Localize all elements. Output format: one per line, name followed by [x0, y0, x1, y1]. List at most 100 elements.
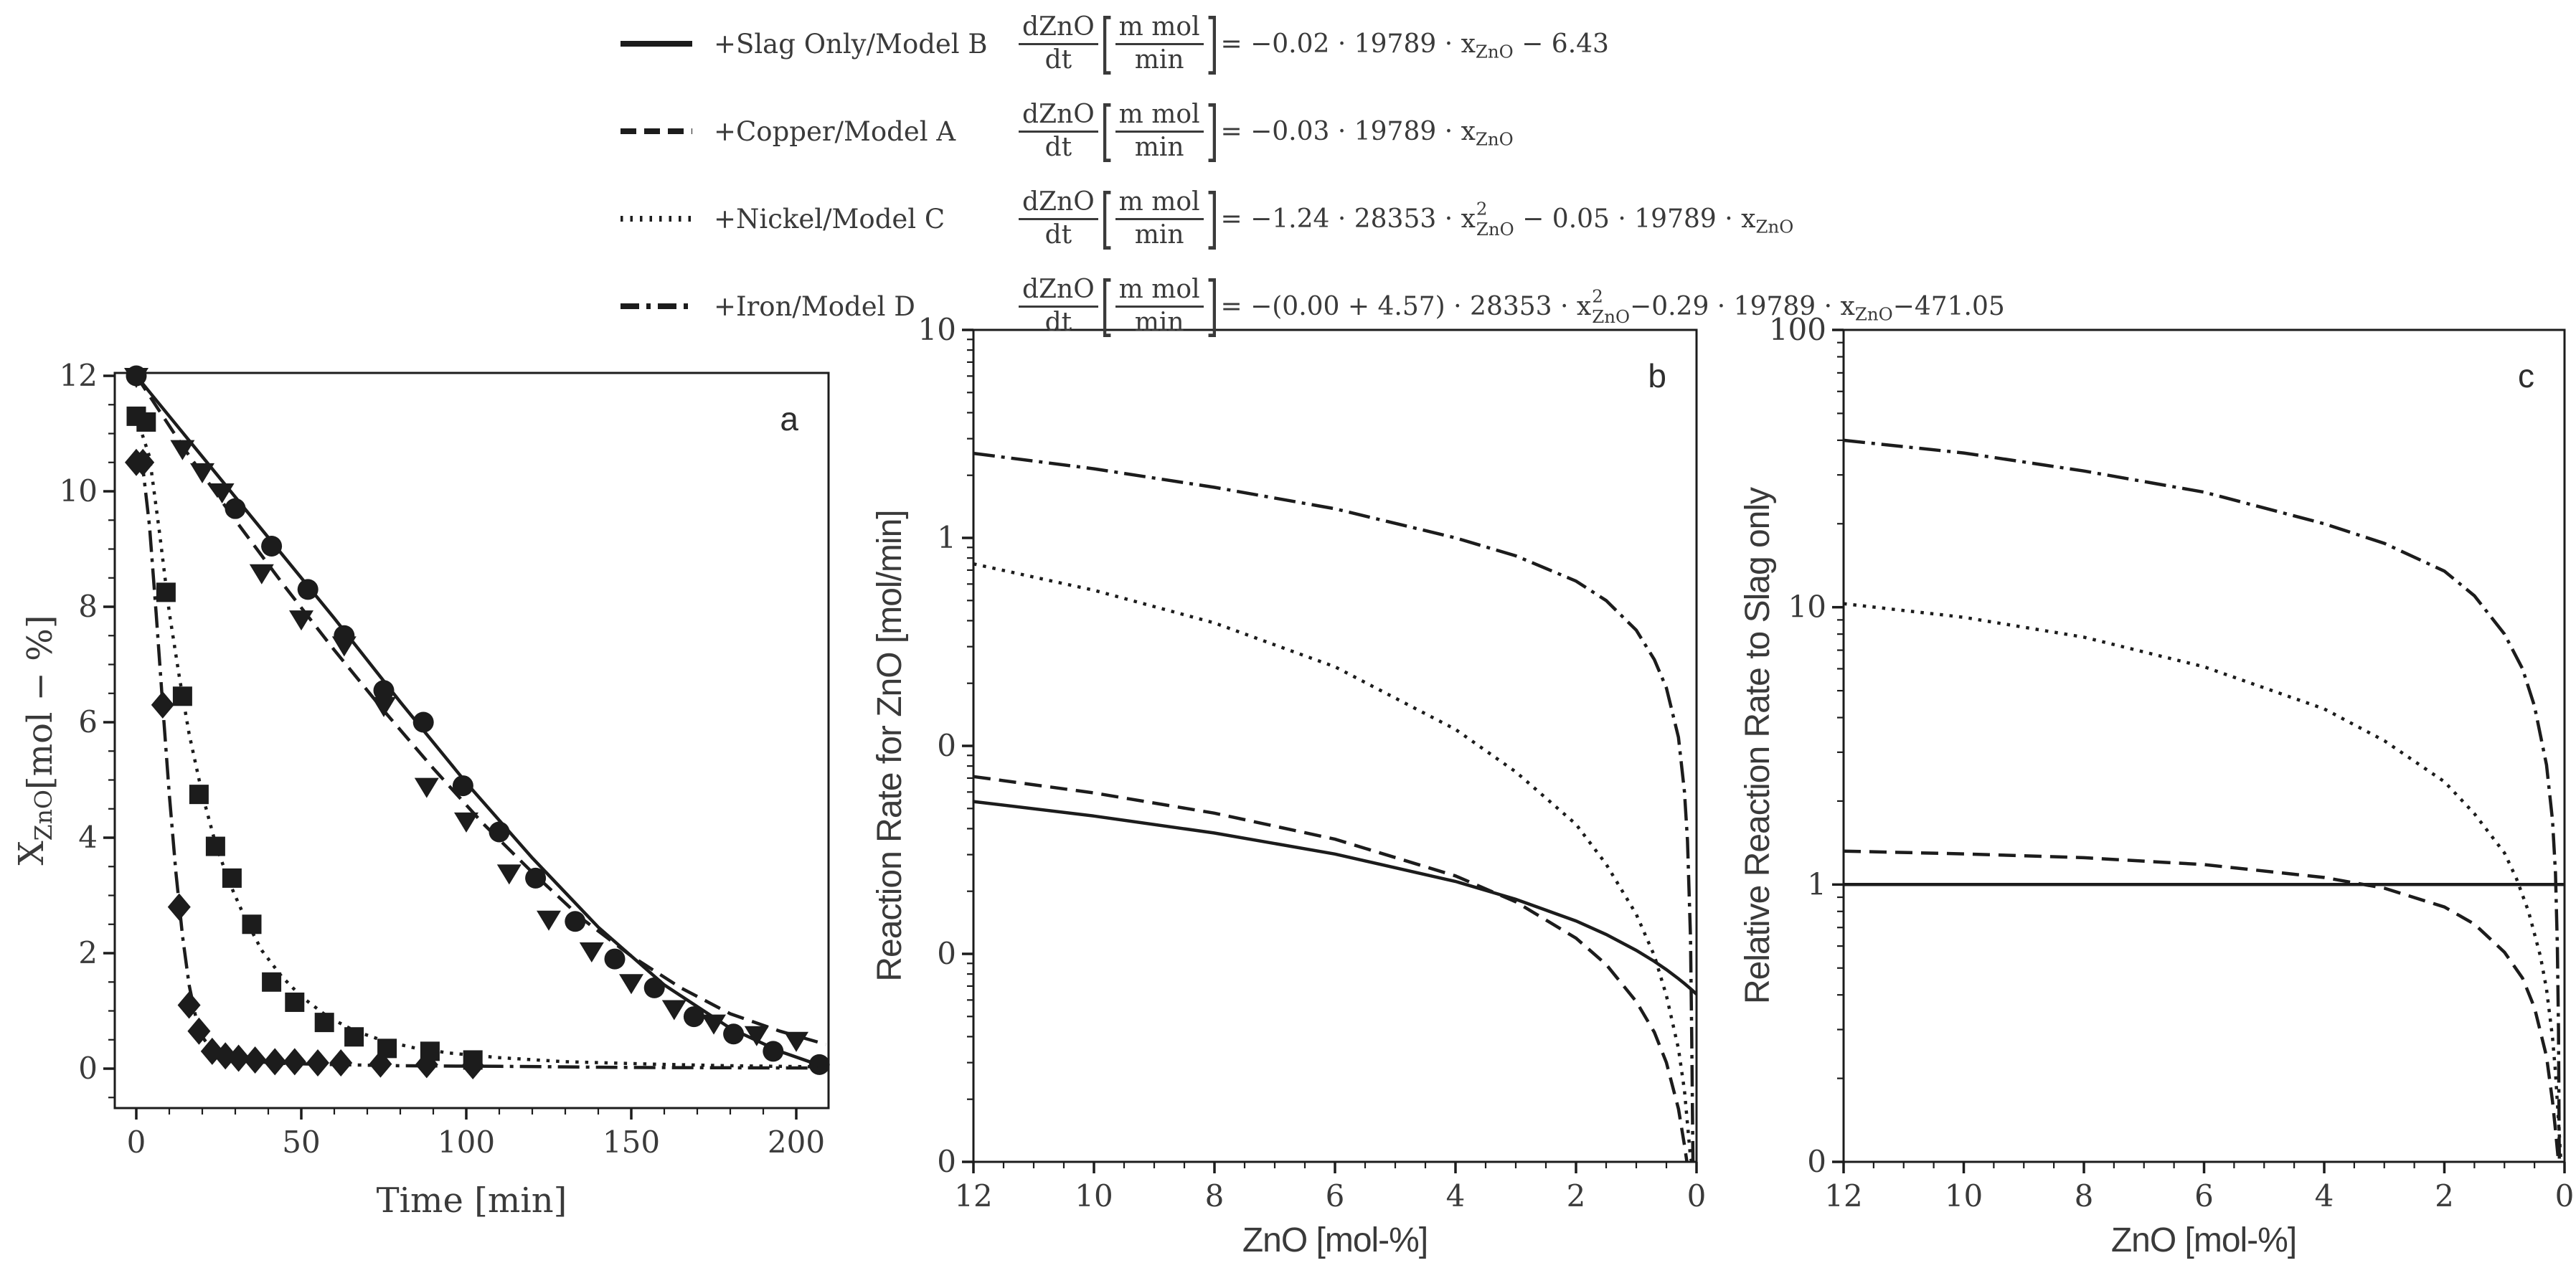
diamond-marker [243, 1046, 267, 1074]
x-tick-label: 10 [1945, 1178, 1983, 1213]
x-tick-label: 12 [1824, 1178, 1862, 1213]
diamond-marker [306, 1049, 329, 1077]
derivative-fraction: dZnO dt [1019, 275, 1098, 337]
series-curve-dashed [1843, 849, 2560, 1163]
square-marker [285, 992, 305, 1012]
x-tick-label: 50 [282, 1125, 320, 1160]
fraction-denominator: dt [1044, 132, 1072, 162]
panel-frame [1842, 328, 2566, 1163]
x-tick-label: 2 [1567, 1178, 1586, 1213]
x-tick-label: 0 [127, 1125, 146, 1160]
legend-label-iron: +Iron/Model D [714, 290, 915, 322]
square-marker [222, 868, 242, 888]
circle-marker [261, 535, 283, 557]
triangle-down-marker [784, 1031, 809, 1052]
fraction-numerator: m mol [1115, 12, 1204, 45]
y-tick-label: 0 [937, 1144, 956, 1179]
equation-subscript: ZnO [1475, 40, 1514, 62]
diamond-marker [151, 691, 174, 719]
square-marker [344, 1027, 364, 1047]
x-tick-label: 2 [2435, 1178, 2454, 1213]
y-tick-label: 0 [1807, 1144, 1826, 1179]
triangle-down-marker [288, 610, 313, 631]
y-tick-label: 1 [937, 520, 956, 555]
legend-equation-copper: dZnO dt[m mol min] = −0.03 · 19789 · x ZnO [1019, 98, 1514, 164]
x-tick-label: 8 [2075, 1178, 2094, 1213]
x-tick-label: 8 [1205, 1178, 1225, 1213]
circle-marker [489, 821, 510, 843]
diamond-marker [283, 1048, 306, 1076]
y-tick-label: 100 [1769, 312, 1826, 347]
diamond-marker [177, 991, 201, 1019]
x-axis-label-b: ZnO [mol-%] [1242, 1221, 1428, 1259]
legend-equation-slag: dZnO dt[m mol min] = −0.02 · 19789 · x ZnO −… [1019, 11, 1609, 77]
legend-item-nickel: +Nickel/Model C dZnO dt[m mol min] = −1.24 … [621, 175, 2005, 262]
y-tick-label: 10 [60, 473, 98, 508]
series-curve-dotted [1843, 602, 2563, 1163]
circle-marker [683, 1006, 704, 1028]
y-axis-label-b: Reaction Rate for ZnO [mol/min] [871, 510, 909, 981]
equation-text: = −(0.00 + 4.57) · 28353 · x [1220, 291, 1592, 321]
y-tick-label: 10 [918, 312, 956, 347]
unit-fraction: m mol min [1115, 12, 1204, 75]
series-curve-solid [135, 374, 827, 1069]
triangle-down-marker [537, 910, 562, 931]
unit-fraction: m mol min [1115, 275, 1204, 337]
fraction-denominator: dt [1044, 219, 1072, 250]
panel-a: 0 50 100 150 200 0 2 4 6 8 10 12 a Time [min] XZnO[mol… [11, 358, 830, 1221]
square-marker [242, 914, 262, 935]
fraction-numerator: m mol [1115, 100, 1204, 133]
series-curve-dotted [973, 562, 1694, 1163]
triangle-down-marker [249, 564, 274, 585]
y-tick-label: 0 [937, 936, 956, 971]
x-tick-label: 0 [1687, 1178, 1707, 1213]
panel-frame [972, 328, 1698, 1163]
legend-item-copper: +Copper/Model A dZnO dt[m mol min] = −0.03 … [621, 87, 2005, 175]
series-curve-dashdot [973, 451, 1695, 1163]
diamond-marker [369, 1050, 392, 1078]
equation-text: = −0.02 · 19789 · x [1220, 29, 1476, 59]
y-axis-label-c: Relative Reaction Rate to Slag only [1739, 487, 1777, 1004]
fraction-numerator: dZnO [1019, 187, 1098, 220]
triangle-down-marker [454, 812, 479, 833]
equation-supsub: 2 ZnO [1592, 287, 1630, 325]
equation-text: −0.29 · 19789 · x [1630, 291, 1855, 321]
diamond-marker [263, 1048, 287, 1076]
circle-marker [763, 1041, 784, 1062]
legend-item-slag: +Slag Only/Model B dZnO dt[m mol min] = −0.… [621, 0, 2005, 87]
x-tick-label: 4 [1446, 1178, 1466, 1213]
series-curve-dotted [134, 415, 826, 1069]
circle-marker [452, 775, 473, 797]
diamond-marker [329, 1049, 353, 1077]
fraction-numerator: dZnO [1019, 12, 1098, 45]
fraction-denominator: min [1134, 44, 1184, 75]
y-tick-label: 0 [937, 728, 956, 763]
triangle-down-marker [189, 463, 214, 483]
x-tick-label: 150 [603, 1125, 660, 1160]
x-tick-label: 6 [1326, 1178, 1345, 1213]
triangle-down-marker [702, 1014, 727, 1035]
x-tick-label: 200 [768, 1125, 825, 1160]
legend-equation-nickel: dZnO dt[m mol min] = −1.24 · 28353 · x 2 ZnO … [1019, 186, 1793, 252]
fraction-denominator: dt [1044, 307, 1072, 337]
y-tick-label: 0 [78, 1051, 98, 1086]
y-tick-label: 12 [60, 358, 98, 393]
circle-marker [412, 711, 434, 733]
triangle-down-marker [661, 1000, 687, 1021]
fraction-numerator: dZnO [1019, 100, 1098, 133]
fraction-denominator: min [1134, 132, 1184, 162]
series-curve-dashdot [1843, 438, 2562, 1163]
circle-marker [565, 911, 586, 932]
square-marker [189, 785, 209, 805]
fraction-numerator: dZnO [1019, 275, 1098, 308]
square-marker [156, 582, 176, 602]
fraction-denominator: min [1134, 219, 1184, 250]
legend-label-slag: +Slag Only/Model B [714, 28, 988, 60]
equation-subscript: ZnO [1475, 128, 1514, 149]
y-tick-label: 2 [78, 935, 98, 970]
unit-fraction: m mol min [1115, 187, 1204, 250]
legend-equation-iron: dZnO dt[m mol min] = −(0.00 + 4.57) · 28353… [1019, 273, 2005, 339]
x-tick-label: 4 [2315, 1178, 2334, 1213]
